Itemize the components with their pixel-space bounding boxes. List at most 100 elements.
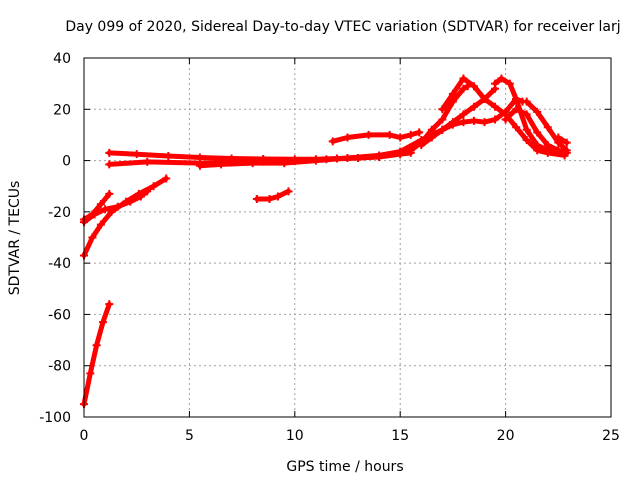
chart-title: Day 099 of 2020, Sidereal Day-to-day VTE… bbox=[65, 19, 620, 35]
data-point bbox=[562, 146, 571, 155]
y-tick-label: -80 bbox=[48, 359, 71, 375]
tick-layer: 0 5 10 15 20 25 -100 -80 -60 -40 -20 0 20 40 bbox=[39, 51, 620, 444]
grid-layer bbox=[84, 58, 611, 417]
data-point bbox=[501, 115, 510, 124]
series-line bbox=[254, 188, 291, 202]
data-point bbox=[427, 133, 436, 142]
data-point bbox=[480, 95, 489, 104]
data-point bbox=[311, 156, 320, 165]
data-point bbox=[343, 154, 352, 163]
data-point bbox=[143, 187, 152, 196]
y-tick-label: -100 bbox=[39, 410, 71, 426]
x-axis-label: GPS time / hours bbox=[286, 459, 403, 475]
data-point bbox=[396, 147, 405, 156]
data-point bbox=[105, 189, 114, 198]
data-series bbox=[252, 187, 293, 204]
data-point bbox=[533, 128, 542, 137]
data-point bbox=[88, 210, 97, 219]
data-point bbox=[554, 146, 563, 155]
data-point bbox=[105, 160, 114, 169]
x-tick-label: 10 bbox=[286, 428, 304, 444]
data-point bbox=[164, 151, 173, 160]
data-point bbox=[543, 123, 552, 132]
data-point bbox=[132, 150, 141, 159]
series-line bbox=[81, 301, 112, 407]
y-tick-label: 0 bbox=[62, 154, 71, 170]
data-point bbox=[385, 130, 394, 139]
y-tick-label: -20 bbox=[48, 205, 71, 221]
data-point bbox=[280, 159, 289, 168]
y-tick-label: 20 bbox=[53, 102, 71, 118]
data-point bbox=[491, 102, 500, 111]
data-point bbox=[562, 138, 571, 147]
data-series bbox=[80, 300, 114, 409]
data-point bbox=[273, 192, 282, 201]
data-point bbox=[543, 141, 552, 150]
x-tick-label: 5 bbox=[185, 428, 194, 444]
x-tick-label: 25 bbox=[602, 428, 620, 444]
x-tick-label: 20 bbox=[497, 428, 515, 444]
data-point bbox=[459, 110, 468, 119]
data-point bbox=[265, 195, 274, 204]
data-point bbox=[96, 200, 105, 209]
data-point bbox=[415, 128, 424, 137]
data-point bbox=[459, 118, 468, 127]
data-point bbox=[284, 187, 293, 196]
data-point bbox=[136, 192, 145, 201]
data-point bbox=[417, 141, 426, 150]
data-point bbox=[469, 82, 478, 91]
data-point bbox=[101, 205, 110, 214]
data-point bbox=[533, 141, 542, 150]
data-point bbox=[113, 202, 122, 211]
data-point bbox=[438, 105, 447, 114]
data-point bbox=[512, 95, 521, 104]
data-point bbox=[328, 137, 337, 146]
data-point bbox=[505, 79, 514, 88]
data-point bbox=[364, 130, 373, 139]
data-point bbox=[143, 157, 152, 166]
data-point bbox=[98, 318, 107, 327]
data-point bbox=[459, 84, 468, 93]
data-series bbox=[80, 187, 152, 227]
y-tick-label: -60 bbox=[48, 307, 71, 323]
data-point bbox=[491, 79, 500, 88]
data-point bbox=[126, 197, 135, 206]
data-point bbox=[162, 174, 171, 183]
data-series bbox=[438, 74, 569, 160]
data-point bbox=[195, 161, 204, 170]
data-point bbox=[554, 133, 563, 142]
data-series bbox=[554, 133, 571, 147]
data-point bbox=[375, 151, 384, 160]
data-point bbox=[448, 118, 457, 127]
data-point bbox=[522, 136, 531, 145]
data-point bbox=[88, 233, 97, 242]
data-point bbox=[86, 369, 95, 378]
y-tick-label: 40 bbox=[53, 51, 71, 67]
data-point bbox=[96, 220, 105, 229]
data-point bbox=[459, 74, 468, 83]
plot-frame bbox=[83, 57, 612, 418]
data-point bbox=[217, 160, 226, 169]
series-layer bbox=[80, 74, 571, 409]
y-tick-label: -40 bbox=[48, 256, 71, 272]
x-tick-label: 0 bbox=[80, 428, 89, 444]
data-point bbox=[469, 116, 478, 125]
data-point bbox=[248, 159, 257, 168]
data-point bbox=[497, 74, 506, 83]
data-point bbox=[406, 130, 415, 139]
data-point bbox=[522, 125, 531, 134]
series-line bbox=[81, 191, 112, 222]
data-point bbox=[448, 89, 457, 98]
data-point bbox=[105, 148, 114, 157]
data-point bbox=[512, 123, 521, 132]
data-point bbox=[149, 182, 158, 191]
data-series bbox=[328, 128, 424, 146]
data-point bbox=[252, 195, 261, 204]
x-tick-label: 15 bbox=[391, 428, 409, 444]
data-point bbox=[533, 107, 542, 116]
data-point bbox=[480, 118, 489, 127]
data-point bbox=[512, 105, 521, 114]
data-point bbox=[92, 341, 101, 350]
data-point bbox=[396, 133, 405, 142]
